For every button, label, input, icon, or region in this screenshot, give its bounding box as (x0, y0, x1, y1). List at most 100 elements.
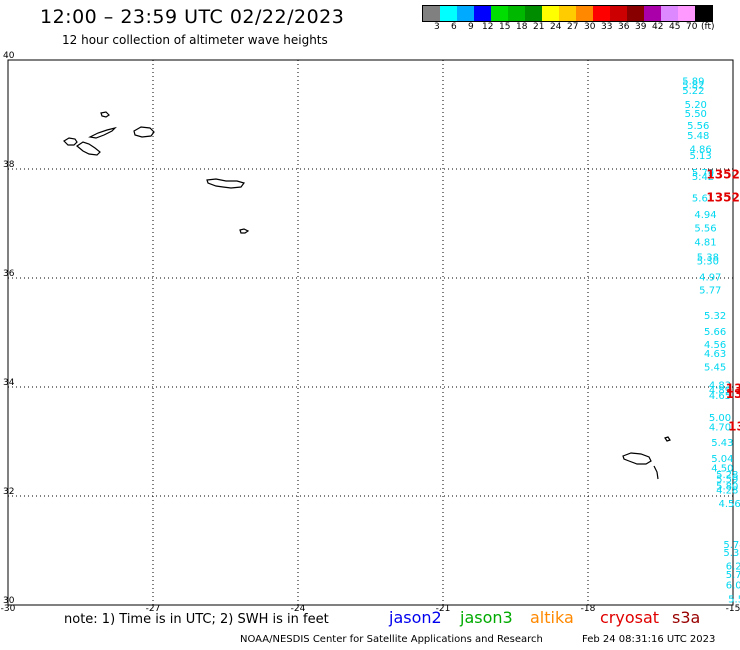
island-outline (664, 436, 671, 442)
color-swatch (593, 6, 610, 21)
swh-value-label: 5.22 (682, 86, 704, 97)
color-swatch-label: 24 (550, 22, 562, 32)
satellite-name-jason2: jason2 (389, 608, 442, 627)
swh-value-label: 5.38 (697, 253, 719, 264)
island-outline (622, 452, 652, 465)
pass-id-label: 1351 (726, 387, 740, 401)
swh-value-label: 5.89 (682, 77, 704, 88)
color-swatch-label: 30 (584, 22, 596, 32)
swh-value-label: 5.48 (687, 131, 709, 142)
island-outline (75, 141, 101, 156)
pass-id-label: 1350 (728, 420, 740, 434)
swh-value-label: 5.79 (692, 168, 714, 179)
color-swatch (644, 6, 661, 21)
color-swatch (678, 6, 695, 21)
swh-value-label: 5.56 (687, 121, 709, 132)
color-swatch (627, 6, 644, 21)
map-title: 12:00 – 23:59 UTC 02/22/2023 (40, 6, 345, 28)
satellite-name-altika: altika (530, 608, 574, 627)
island-outline (88, 126, 117, 139)
lat-tick-label: 40 (3, 51, 15, 61)
lat-tick-label: 36 (3, 269, 15, 279)
swh-value-label: 4.81 (694, 237, 716, 248)
satellite-name-jason3: jason3 (460, 608, 513, 627)
lon-tick-label: -15 (726, 604, 740, 614)
swh-value-label: 4.94 (694, 210, 716, 221)
swh-value-label: 5.61 (692, 194, 714, 205)
color-swatch (695, 6, 712, 21)
swh-value-label: 5.28 (716, 470, 738, 481)
pass-id-label: 1351 (726, 381, 740, 395)
swh-value-label: 5.77 (726, 570, 740, 581)
color-swatch-label: 3 (434, 22, 440, 32)
map-frame (7, 59, 734, 606)
swh-value-label: 4.65 (709, 391, 731, 402)
satellite-name-s3a: s3a (672, 608, 701, 627)
swh-value-label: 5.77 (699, 285, 721, 296)
island-outline (63, 137, 78, 146)
swh-value-label: 5.80 (716, 481, 738, 492)
color-swatch-label: 42 (652, 22, 664, 32)
swh-value-label: 5.74 (723, 540, 740, 551)
swh-value-label: 5.38 (723, 548, 740, 559)
swh-value-label: 5.59 (716, 474, 738, 485)
swh-value-label: 4.83 (709, 381, 731, 392)
swh-value-label: 5.13 (690, 151, 712, 162)
swh-value-label: 5.20 (685, 100, 707, 111)
lon-tick-label: -24 (291, 604, 306, 614)
swh-value-label: 5.42 (692, 172, 714, 183)
color-swatch-label: 45 (669, 22, 681, 32)
satellite-name-cryosat: cryosat (600, 608, 660, 627)
swh-value-label: 4.28 (716, 485, 738, 496)
swh-value-label: 4.56 (704, 340, 726, 351)
color-swatch-label: (ft) (701, 22, 715, 32)
color-swatch-label: 21 (533, 22, 545, 32)
swh-value-label: 4.63 (704, 349, 726, 360)
color-swatch (542, 6, 559, 21)
swh-value-label: 5.30 (697, 256, 719, 267)
generation-timestamp: Feb 24 08:31:16 UTC 2023 (582, 634, 716, 645)
pass-id-label: 1352 (706, 191, 739, 205)
lon-tick-label: -18 (581, 604, 596, 614)
swh-value-label: 5.50 (685, 109, 707, 120)
island-outline (100, 111, 110, 118)
lon-tick-label: -30 (1, 604, 16, 614)
pass-id-label: 1352 (706, 167, 739, 181)
lat-tick-label: 34 (3, 378, 15, 388)
color-swatch (423, 6, 440, 21)
swh-value-label: 5.00 (709, 413, 731, 424)
swh-value-label: 5.66 (704, 327, 726, 338)
island-outline (239, 228, 250, 234)
color-swatch-label: 9 (468, 22, 474, 32)
color-swatch (457, 6, 474, 21)
swh-value-label: 5.32 (704, 311, 726, 322)
color-swatch (559, 6, 576, 21)
swh-value-label: 4.97 (699, 273, 721, 284)
swh-value-label: 5.82 (682, 80, 704, 91)
island-outline (133, 126, 155, 138)
swh-value-label: 4.50 (711, 463, 733, 474)
footer-note: note: 1) Time is in UTC; 2) SWH is in fe… (64, 612, 329, 627)
lat-tick-label: 32 (3, 487, 14, 497)
color-swatch-label: 39 (635, 22, 647, 32)
swh-value-label: 5.45 (704, 363, 726, 374)
swh-value-label: 5.50 (728, 594, 740, 605)
color-swatch (576, 6, 593, 21)
color-swatch (491, 6, 508, 21)
color-swatch-label: 15 (499, 22, 511, 32)
island-outline (206, 178, 246, 189)
swh-value-label: 4.89 (709, 386, 731, 397)
swh-value-label: 4.56 (719, 499, 740, 510)
swh-value-label: 6.01 (726, 581, 740, 592)
island-outline (653, 465, 659, 480)
color-swatch-label: 36 (618, 22, 630, 32)
color-swatch (525, 6, 542, 21)
lat-tick-label: 30 (3, 596, 15, 606)
color-swatch-label: 6 (451, 22, 457, 32)
color-swatch (474, 6, 491, 21)
color-swatch (508, 6, 525, 21)
color-swatch-label: 27 (567, 22, 579, 32)
lon-tick-label: -21 (436, 604, 451, 614)
lon-tick-label: -27 (146, 604, 161, 614)
